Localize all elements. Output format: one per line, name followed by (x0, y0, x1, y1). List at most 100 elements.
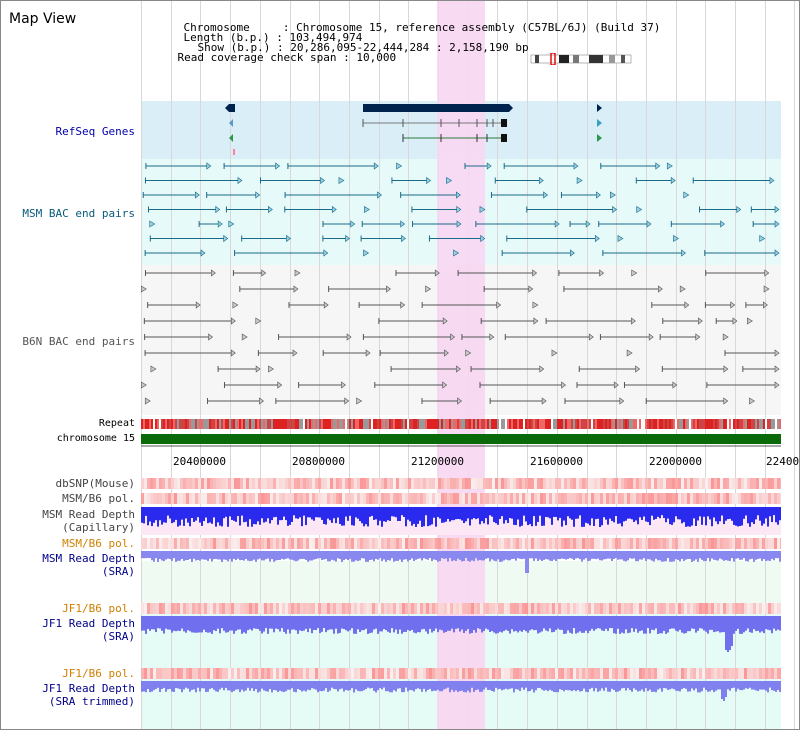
depth-bar (401, 681, 403, 693)
heat-cell (753, 478, 756, 489)
depth-bar (475, 681, 477, 690)
heat-cell (264, 668, 267, 679)
depth-bar (767, 551, 769, 561)
depth-bar (289, 681, 291, 690)
chromosome-bar[interactable] (141, 434, 781, 444)
depth-bar (347, 681, 349, 691)
depth-bar (705, 681, 707, 690)
jf1-read-depth-sra-track[interactable] (141, 616, 781, 654)
jf1-b6-pol-heat-track[interactable] (141, 603, 781, 614)
depth-bar (339, 507, 341, 524)
depth-bar (225, 616, 227, 633)
repeat-segment (719, 419, 721, 429)
depth-bar (265, 551, 267, 560)
jf1-read-depth-sra-label[interactable]: JF1 Read Depth (42, 617, 135, 630)
depth-bar (167, 507, 169, 516)
depth-bar (465, 616, 467, 631)
depth-bar (497, 551, 499, 560)
depth-bar (323, 616, 325, 629)
heat-cell (396, 668, 399, 679)
jf1-b6-pol-heat-track-2[interactable] (141, 668, 781, 679)
depth-bar (463, 616, 465, 634)
refseq-genes-track[interactable] (141, 101, 781, 159)
depth-bar (747, 616, 749, 629)
depth-bar (243, 616, 245, 633)
repeat-segment (269, 419, 271, 429)
depth-bar (635, 551, 637, 562)
msm-b6-pol-label[interactable]: MSM/B6 pol. (62, 492, 135, 505)
depth-bar (237, 551, 239, 559)
heat-cell (399, 668, 402, 679)
refseq-genes-label[interactable]: RefSeq Genes (55, 125, 135, 138)
repeat-segment (169, 419, 171, 429)
heat-cell (735, 668, 738, 679)
msm-read-depth-cap-track[interactable] (141, 507, 781, 535)
repeat-segment (585, 419, 587, 429)
dbsnp-heat-track[interactable] (141, 478, 781, 489)
repeat-track[interactable] (141, 419, 781, 429)
repeat-segment (161, 419, 163, 429)
msm-read-depth-cap-label[interactable]: MSM Read Depth (42, 508, 135, 521)
depth-bar (519, 616, 521, 631)
jf1-b6-pol-label-2[interactable]: JF1/B6 pol. (62, 667, 135, 680)
depth-bar (767, 507, 769, 527)
depth-bar (295, 507, 297, 519)
depth-bar (439, 551, 441, 562)
msm-bac-label[interactable]: MSM BAC end pairs (22, 207, 135, 220)
heat-cell (741, 603, 744, 614)
depth-bar (423, 551, 425, 559)
depth-bar (335, 507, 337, 524)
dbsnp-label[interactable]: dbSNP(Mouse) (55, 477, 135, 490)
repeat-segment (397, 419, 399, 429)
jf1-read-depth-trim-track[interactable] (141, 681, 781, 707)
heat-cell (291, 603, 294, 614)
heat-cell (405, 668, 408, 679)
bac-end-arrow (293, 285, 299, 293)
heat-cell (639, 538, 642, 549)
depth-bar (659, 616, 661, 634)
b6n-bac-track[interactable] (141, 265, 781, 415)
depth-bar (607, 616, 609, 631)
msm-read-depth-sra-label[interactable]: MSM Read Depth (42, 552, 135, 565)
msm-b6-pol-label-2[interactable]: MSM/B6 pol. (62, 537, 135, 550)
depth-bar (557, 681, 559, 693)
depth-bar (331, 507, 333, 523)
bac-end-arrow (774, 205, 780, 214)
b6n-bac-label[interactable]: B6N BAC end pairs (22, 335, 135, 348)
chromosome-ideogram[interactable] (529, 53, 635, 65)
depth-bar (375, 616, 377, 629)
bac-end-arrow (554, 220, 560, 228)
heat-cell (651, 668, 654, 679)
repeat-segment (733, 419, 735, 429)
depth-bar (587, 616, 589, 634)
depth-bar (257, 507, 259, 522)
heat-cell (297, 603, 300, 614)
bac-end-arrow (479, 205, 486, 214)
depth-bar (509, 616, 511, 634)
jf1-read-depth-trim-label[interactable]: JF1 Read Depth (42, 682, 135, 695)
depth-bar (185, 507, 187, 519)
depth-bar (641, 551, 643, 560)
heat-cell (726, 538, 729, 549)
depth-bar (491, 616, 493, 632)
bac-end-arrow (396, 162, 403, 170)
heat-cell (738, 493, 741, 504)
depth-bar (673, 681, 675, 690)
msm-bac-track[interactable] (141, 159, 781, 265)
heat-cell (228, 493, 231, 504)
msm-b6-pol-heat-track[interactable] (141, 493, 781, 504)
bac-end-arrow (774, 220, 780, 228)
repeat-segment (315, 419, 317, 429)
heat-cell (318, 493, 321, 504)
depth-bar (625, 551, 627, 562)
depth-bar (591, 551, 593, 559)
msm-b6-pol-heat-track-2[interactable] (141, 538, 781, 549)
jf1-b6-pol-label[interactable]: JF1/B6 pol. (62, 602, 135, 615)
repeat-segment (333, 419, 335, 429)
repeat-segment (341, 419, 343, 429)
heat-cell (591, 538, 594, 549)
heat-cell (396, 538, 399, 549)
depth-bar (379, 681, 381, 689)
depth-bar (197, 616, 199, 633)
msm-read-depth-sra-track[interactable] (141, 551, 781, 575)
